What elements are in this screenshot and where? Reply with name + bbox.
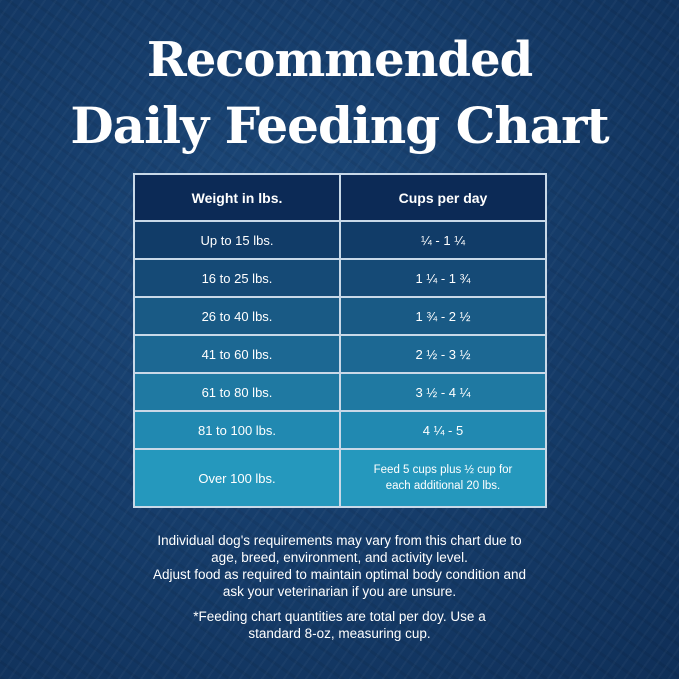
cups-cell: 2 ½ - 3 ½ [339, 334, 547, 374]
weight-cell: 26 to 40 lbs. [133, 296, 341, 336]
table-header-row: Weight in lbs. Cups per day [133, 173, 547, 222]
table-row: 81 to 100 lbs. 4 ¼ - 5 [133, 410, 547, 450]
cups-cell: 1 ¼ - 1 ¾ [339, 258, 547, 298]
cups-cell: 3 ½ - 4 ¼ [339, 372, 547, 412]
cups-cell: Feed 5 cups plus ½ cup for each additiona… [339, 448, 547, 508]
weight-cell: Up to 15 lbs. [133, 220, 341, 260]
footnote-line: standard 8-oz, measuring cup. [248, 626, 431, 641]
disclaimer-text: Individual dog's requirements may vary f… [0, 532, 679, 600]
cups-cell: 1 ¾ - 2 ½ [339, 296, 547, 336]
weight-cell: 61 to 80 lbs. [133, 372, 341, 412]
disclaimer-line: age, breed, environment, and activity le… [211, 550, 468, 565]
header-weight: Weight in lbs. [133, 173, 341, 222]
disclaimer-line: Adjust food as required to maintain opti… [153, 567, 526, 582]
title-line-2: Daily Feeding Chart [70, 96, 609, 155]
footnote-text: *Feeding chart quantities are total per … [0, 608, 679, 642]
disclaimer-line: Individual dog's requirements may vary f… [157, 533, 522, 548]
footnote-line: *Feeding chart quantities are total per … [193, 609, 486, 624]
title-line-1: Recommended [146, 32, 533, 88]
weight-cell: Over 100 lbs. [133, 448, 341, 508]
cups-line: each additional 20 lbs. [385, 480, 501, 492]
disclaimer-line: ask your veterinarian if you are unsure. [222, 584, 457, 599]
table-row: 61 to 80 lbs. 3 ½ - 4 ¼ [133, 372, 547, 412]
feeding-table: Weight in lbs. Cups per day Up to 15 lbs… [133, 173, 547, 508]
cups-cell: 4 ¼ - 5 [339, 410, 547, 450]
table-row: 26 to 40 lbs. 1 ¾ - 2 ½ [133, 296, 547, 336]
weight-cell: 81 to 100 lbs. [133, 410, 341, 450]
cups-line: Feed 5 cups plus ½ cup for [373, 464, 513, 476]
weight-cell: 16 to 25 lbs. [133, 258, 341, 298]
weight-cell: 41 to 60 lbs. [133, 334, 341, 374]
table-row: 16 to 25 lbs. 1 ¼ - 1 ¾ [133, 258, 547, 298]
header-cups: Cups per day [339, 173, 547, 222]
cups-cell: ¼ - 1 ¼ [339, 220, 547, 260]
table-row: 41 to 60 lbs. 2 ½ - 3 ½ [133, 334, 547, 374]
table-row: Over 100 lbs. Feed 5 cups plus ½ cup for e… [133, 448, 547, 508]
table-row: Up to 15 lbs. ¼ - 1 ¼ [133, 220, 547, 260]
